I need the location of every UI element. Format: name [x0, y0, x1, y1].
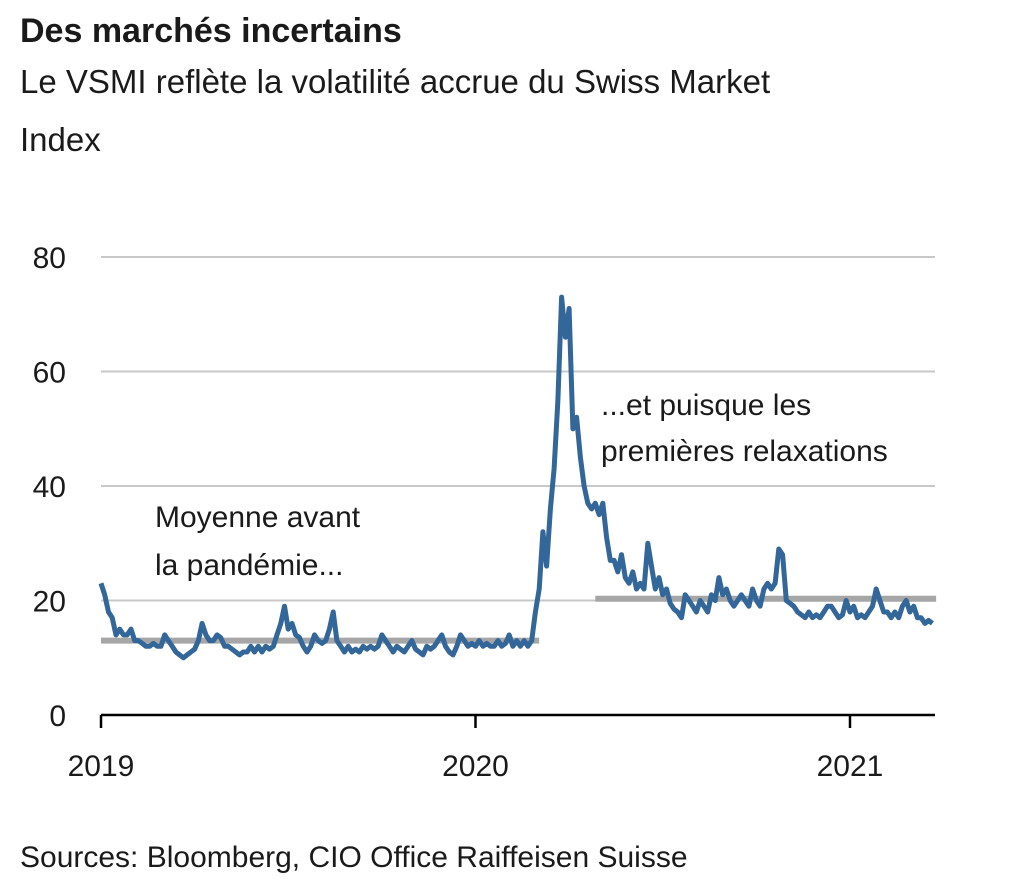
annotation: la pandémie... [155, 549, 343, 582]
y-tick-label: 0 [49, 700, 66, 733]
chart-title: Des marchés incertains [20, 12, 402, 50]
x-tick-label: 2019 [68, 750, 135, 783]
annotation: ...et puisque les [601, 389, 811, 422]
annotation: Moyenne avant [155, 501, 361, 534]
annotation: premières relaxations [601, 435, 888, 468]
x-tick-label: 2020 [442, 750, 509, 783]
y-tick-label: 40 [33, 471, 66, 504]
y-tick-label: 60 [33, 357, 66, 390]
chart-subtitle: Le VSMI reflète la volatilité accrue du … [20, 63, 770, 100]
x-tick-label: 2021 [817, 750, 884, 783]
vsmi-line [98, 294, 934, 661]
y-tick-label: 20 [33, 586, 66, 619]
chart-subtitle: Index [20, 121, 101, 158]
source: Sources: Bloomberg, CIO Office Raiffeise… [20, 841, 688, 874]
y-tick-label: 80 [33, 242, 66, 275]
